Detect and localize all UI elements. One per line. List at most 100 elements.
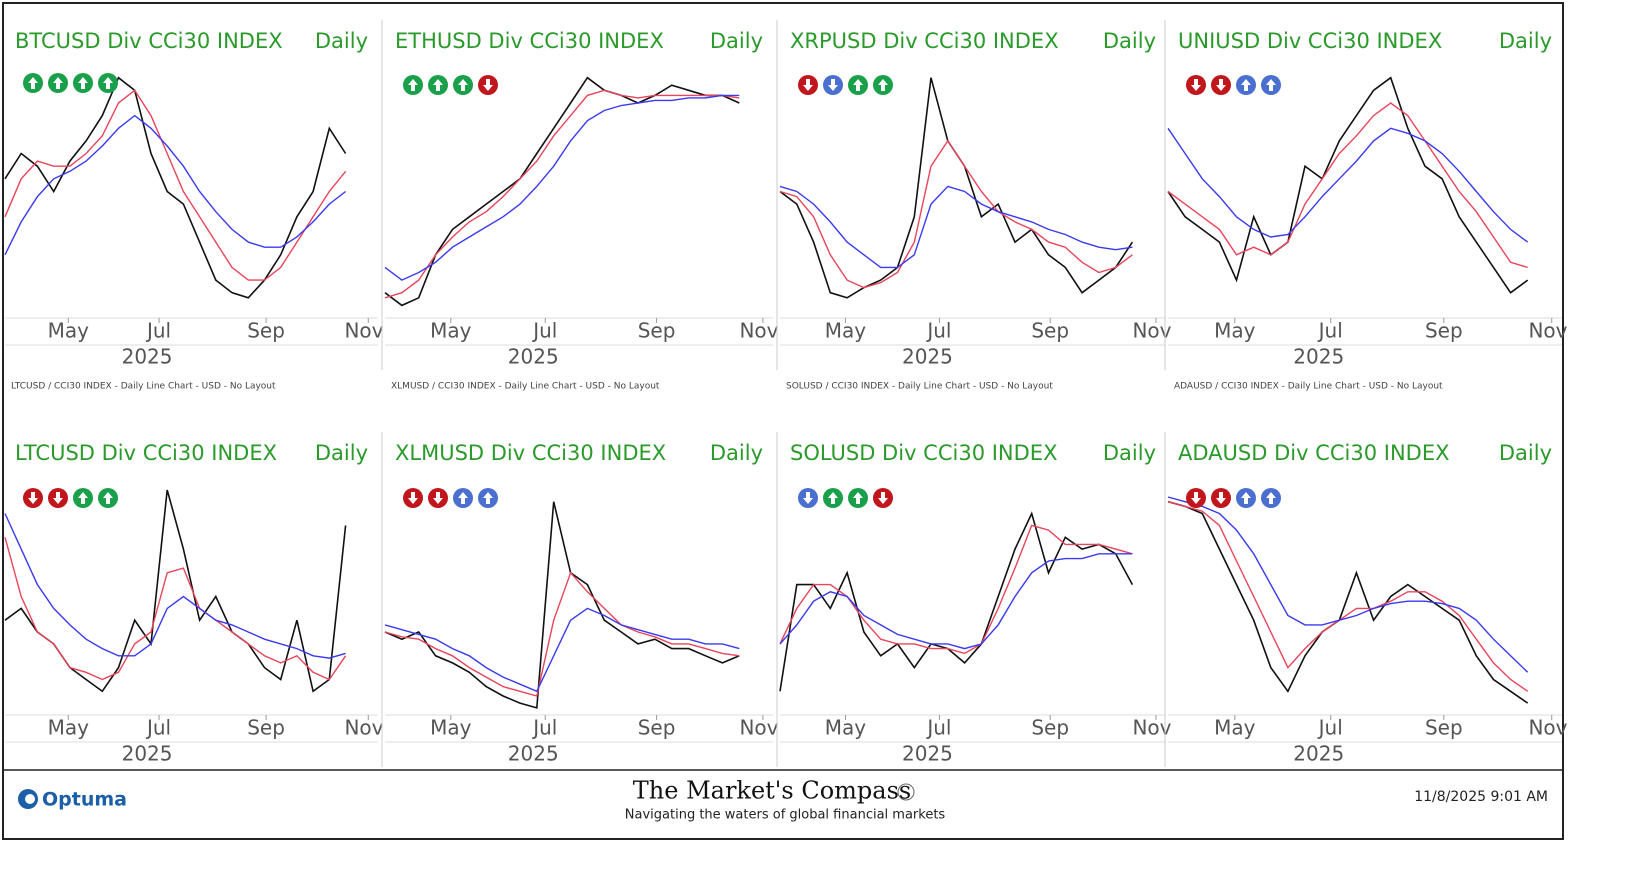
signal-arrow: [28, 492, 38, 504]
chart-title: LTCUSD Div CCi30 INDEX: [15, 441, 277, 465]
caption: XLMUSD / CCI30 INDEX - Daily Line Chart …: [391, 382, 660, 392]
signal-arrow: [1191, 492, 1201, 504]
signal-arrow: [828, 492, 838, 504]
series-line: [1167, 501, 1529, 692]
series-line: [4, 537, 347, 681]
chart-title: XRPUSD Div CCi30 INDEX: [790, 29, 1059, 53]
period: Daily: [1103, 29, 1156, 53]
period: Daily: [1499, 441, 1552, 465]
signal-arrow: [828, 79, 838, 91]
signal-arrow: [433, 79, 443, 91]
signal-arrow: [408, 492, 418, 504]
x-tick-label: May: [1214, 319, 1256, 343]
chart-title: SOLUSD Div CCi30 INDEX: [790, 441, 1057, 465]
signal-arrow: [853, 492, 863, 504]
x-tick-label: Sep: [1425, 319, 1463, 343]
x-tick-label: Nov: [739, 319, 778, 343]
x-tick-label: Jul: [925, 716, 951, 740]
signal-arrow: [1241, 79, 1251, 91]
series-line: [4, 489, 347, 693]
x-tick-label: Nov: [344, 716, 383, 740]
caption: ADAUSD / CCI30 INDEX - Daily Line Chart …: [1174, 382, 1443, 392]
x-tick-label: Sep: [1425, 716, 1463, 740]
year-label: 2025: [1293, 345, 1344, 369]
signal-arrow: [853, 79, 863, 91]
series-line: [779, 185, 1133, 269]
chart-title: XLMUSD Div CCi30 INDEX: [395, 441, 666, 465]
x-tick-label: Nov: [1528, 716, 1567, 740]
period: Daily: [315, 441, 368, 465]
x-tick-label: Jul: [531, 319, 557, 343]
signal-arrow: [1241, 492, 1251, 504]
footer-title: The Market's Compass: [633, 777, 911, 805]
series-line: [384, 607, 740, 693]
year-label: 2025: [508, 742, 559, 766]
series-line: [1167, 102, 1528, 269]
signal-arrow: [103, 492, 113, 504]
chart-title: ETHUSD Div CCi30 INDEX: [395, 29, 664, 53]
x-tick-label: May: [48, 319, 90, 343]
x-tick-label: Nov: [344, 319, 383, 343]
x-tick-label: Nov: [739, 716, 778, 740]
signal-arrow: [483, 79, 493, 91]
caption: SOLUSD / CCI30 INDEX - Daily Line Chart …: [786, 382, 1053, 392]
series-line: [384, 94, 740, 281]
x-tick-label: Jul: [925, 319, 951, 343]
signal-arrow: [1216, 79, 1226, 91]
year-label: 2025: [508, 345, 559, 369]
signal-arrow: [53, 77, 63, 89]
signal-arrow: [878, 492, 888, 504]
series-line: [384, 571, 740, 697]
x-tick-label: Sep: [1031, 319, 1069, 343]
series-line: [779, 553, 1133, 650]
frame: [2, 2, 1564, 840]
year-label: 2025: [902, 742, 953, 766]
period: Daily: [710, 441, 763, 465]
x-tick-label: May: [430, 319, 472, 343]
chart-title: BTCUSD Div CCi30 INDEX: [15, 29, 283, 53]
signal-arrow: [803, 492, 813, 504]
x-tick-label: Nov: [1132, 319, 1171, 343]
period: Daily: [1499, 29, 1552, 53]
series-line: [384, 501, 740, 709]
series-line: [779, 77, 1134, 299]
x-tick-label: Nov: [1528, 319, 1567, 343]
signal-arrow: [53, 492, 63, 504]
x-tick-label: May: [825, 319, 867, 343]
year-label: 2025: [902, 345, 953, 369]
period: Daily: [710, 29, 763, 53]
year-label: 2025: [122, 742, 173, 766]
signal-arrow: [28, 77, 38, 89]
x-tick-label: Jul: [145, 716, 171, 740]
series-line: [779, 139, 1133, 289]
period: Daily: [315, 29, 368, 53]
period: Daily: [1103, 441, 1156, 465]
brand-logo-inner: [25, 794, 35, 804]
year-label: 2025: [1293, 742, 1344, 766]
chart-title: ADAUSD Div CCi30 INDEX: [1178, 441, 1449, 465]
signal-arrow: [483, 492, 493, 504]
x-tick-label: May: [1214, 716, 1256, 740]
x-tick-label: Sep: [247, 716, 285, 740]
caption: LTCUSD / CCI30 INDEX - Daily Line Chart …: [11, 382, 276, 392]
signal-arrow: [803, 79, 813, 91]
series-line: [4, 513, 346, 659]
series-line: [1167, 127, 1529, 243]
signal-arrow: [1266, 492, 1276, 504]
x-tick-label: Sep: [638, 319, 676, 343]
signal-arrow: [878, 79, 888, 91]
signal-arrow: [1216, 492, 1226, 504]
series-line: [4, 114, 347, 256]
signal-arrow: [1266, 79, 1276, 91]
series-line: [779, 511, 1134, 692]
year-label: 2025: [122, 345, 173, 369]
x-tick-label: May: [825, 716, 867, 740]
signal-arrow: [433, 492, 443, 504]
x-tick-label: Jul: [145, 319, 171, 343]
signal-arrow: [78, 77, 88, 89]
series-line: [1167, 76, 1529, 294]
series-line: [4, 89, 347, 281]
signal-arrow: [1191, 79, 1201, 91]
